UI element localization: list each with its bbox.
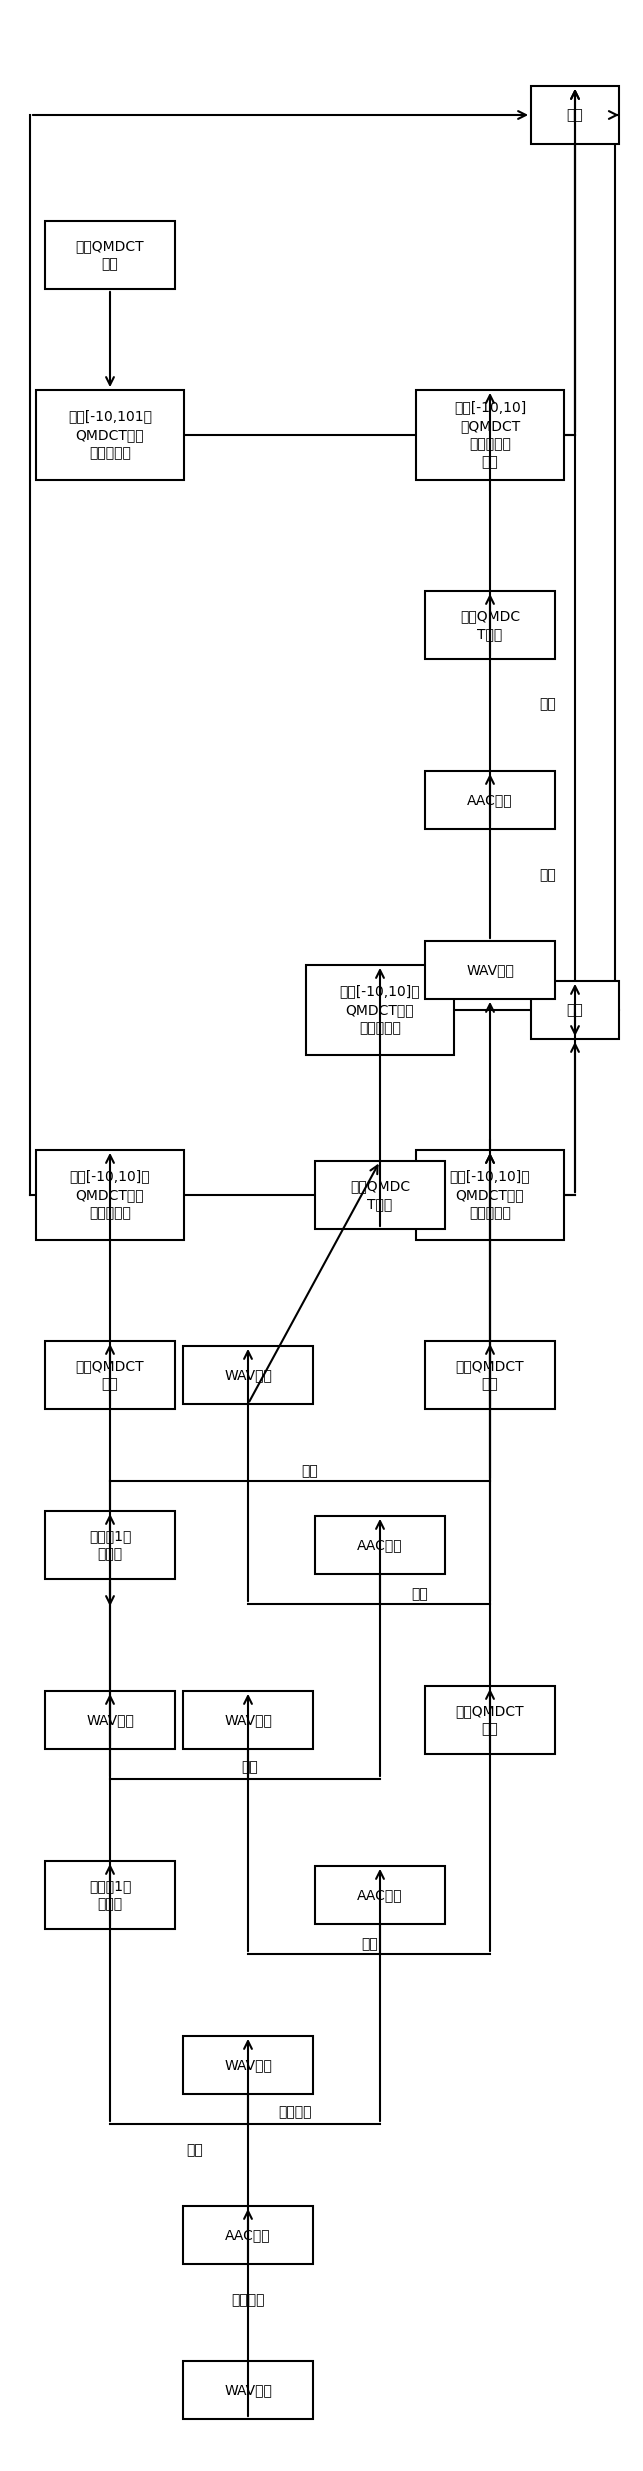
Bar (183, 2036, 313, 2093)
Bar (315, 1866, 445, 1925)
Bar (315, 1517, 445, 1574)
Text: WAV音频: WAV音频 (86, 1712, 134, 1727)
Bar (36, 1149, 184, 1240)
Bar (416, 1149, 564, 1240)
Bar (183, 1347, 313, 1404)
Text: 提取QMDCT
系数: 提取QMDCT 系数 (456, 1705, 524, 1737)
Bar (425, 1342, 555, 1408)
Bar (45, 1510, 175, 1579)
Text: 解压: 解压 (361, 1937, 378, 1952)
Text: AAC音频: AAC音频 (467, 793, 513, 808)
Bar (425, 1685, 555, 1754)
Text: 统计[-10,10]内
QMDCT系数
出现的次数: 统计[-10,10]内 QMDCT系数 出现的次数 (340, 983, 421, 1035)
Text: 相减: 相减 (566, 109, 583, 121)
Text: WAV音频: WAV音频 (224, 2058, 272, 2073)
Bar (425, 941, 555, 998)
Text: 解压: 解压 (539, 697, 556, 712)
Bar (36, 390, 184, 479)
Bar (416, 390, 564, 479)
Bar (45, 220, 175, 289)
Bar (315, 1161, 445, 1228)
Text: 二次压缩: 二次压缩 (278, 2105, 312, 2120)
Text: 一次压缩: 一次压缩 (231, 2293, 265, 2308)
Text: AAC音频: AAC音频 (225, 2229, 271, 2241)
Text: 移除前1个
采样点: 移除前1个 采样点 (89, 1530, 131, 1562)
Text: 提取QMDCT
系数: 提取QMDCT 系数 (456, 1359, 524, 1391)
Bar (425, 591, 555, 660)
Text: 提取QMDC
T系数: 提取QMDC T系数 (460, 608, 520, 640)
Bar (45, 1342, 175, 1408)
Text: AAC音频: AAC音频 (358, 1537, 403, 1552)
Text: 统计[-10,101内
QMDCT系数
出现的次数: 统计[-10,101内 QMDCT系数 出现的次数 (68, 410, 152, 460)
Text: AAC音频: AAC音频 (358, 1888, 403, 1903)
Text: 统计[-10,10]
内QMDCT
系数出现的
次数: 统计[-10,10] 内QMDCT 系数出现的 次数 (454, 400, 526, 469)
Text: 压缩: 压缩 (242, 1759, 258, 1774)
Bar (183, 1690, 313, 1749)
Bar (183, 2360, 313, 2419)
Bar (183, 2207, 313, 2263)
Text: 提取QMDCT
系数: 提取QMDCT 系数 (76, 1359, 144, 1391)
Text: WAV音频: WAV音频 (224, 1369, 272, 1381)
Bar (45, 1690, 175, 1749)
Text: 提取QMDCT
系数: 提取QMDCT 系数 (76, 240, 144, 272)
Text: WAV音频: WAV音频 (224, 1712, 272, 1727)
Text: 解压: 解压 (412, 1586, 428, 1601)
Bar (425, 771, 555, 828)
Text: 压缩: 压缩 (539, 867, 556, 882)
Text: 相减: 相减 (566, 1003, 583, 1018)
Text: 提取QMDC
T系数: 提取QMDC T系数 (350, 1179, 410, 1211)
Bar (531, 86, 619, 143)
Text: 解压: 解压 (186, 2142, 203, 2157)
Bar (306, 966, 454, 1055)
Text: 统计[-10,10]内
QMDCT系数
出现的次数: 统计[-10,10]内 QMDCT系数 出现的次数 (69, 1169, 150, 1221)
Text: WAV音频: WAV音频 (466, 964, 514, 976)
Text: 移除前1个
采样点: 移除前1个 采样点 (89, 1878, 131, 1910)
Text: 压缩: 压缩 (302, 1463, 318, 1478)
Bar (531, 981, 619, 1038)
Text: WAV音频: WAV音频 (224, 2382, 272, 2397)
Text: 统计[-10,10]内
QMDCT系数
出现的次数: 统计[-10,10]内 QMDCT系数 出现的次数 (449, 1169, 530, 1221)
Bar (45, 1861, 175, 1930)
